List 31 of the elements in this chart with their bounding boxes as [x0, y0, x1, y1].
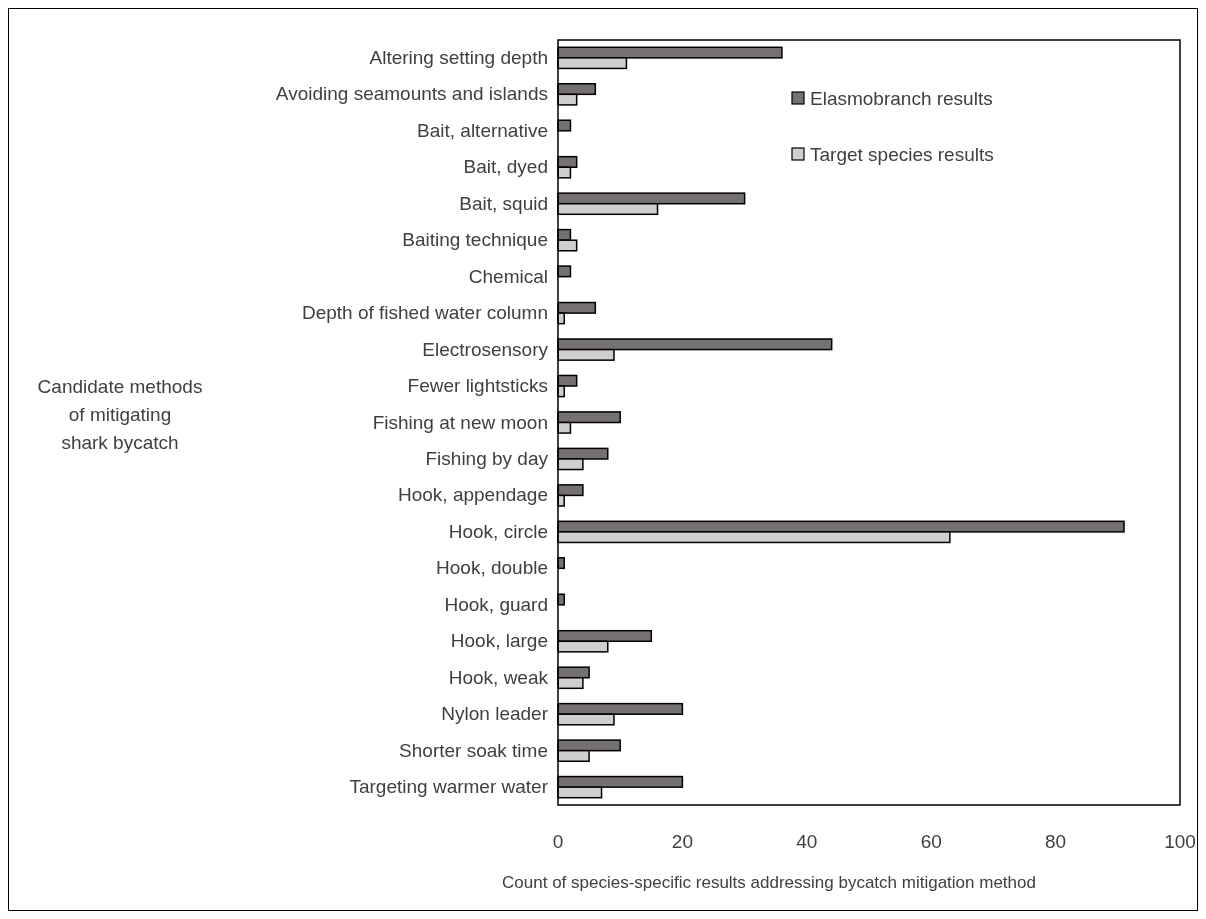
y-tick-label: Hook, guard	[444, 593, 548, 615]
x-tick-label: 80	[1045, 831, 1067, 852]
y-tick-label: Hook, weak	[448, 666, 549, 688]
y-tick-label: Targeting warmer water	[349, 776, 549, 798]
y-tick-label: Altering setting depth	[369, 46, 548, 68]
y-tick-label: Fishing by day	[425, 447, 549, 469]
x-tick-label: 60	[920, 831, 942, 852]
y-tick-label: Hook, circle	[448, 520, 548, 542]
legend-label: Elasmobranch results	[810, 88, 993, 109]
y-tick-label: Chemical	[468, 265, 548, 287]
y-tick-label: Fewer lightsticks	[407, 375, 548, 397]
y-tick-label: Electrosensory	[422, 338, 549, 360]
y-tick-label: Nylon leader	[441, 703, 549, 725]
x-tick-label: 0	[552, 831, 564, 852]
y-tick-label: Hook, large	[450, 630, 548, 652]
legend-label: Target species results	[810, 144, 994, 165]
y-tick-label: Depth of fished water column	[301, 302, 548, 324]
y-tick-label: Shorter soak time	[399, 739, 548, 761]
y-axis-title: Candidate methods of mitigating shark bycatch	[37, 376, 203, 453]
x-tick-label: 40	[796, 831, 818, 852]
y-tick-label: Hook, double	[436, 557, 548, 579]
y-tick-label: Hook, appendage	[397, 484, 548, 506]
y-tick-label: Bait, squid	[459, 192, 548, 214]
y-tick-label: Bait, alternative	[417, 119, 548, 141]
x-tick-label: 100	[1164, 831, 1196, 852]
y-tick-label: Baiting technique	[402, 229, 548, 251]
y-tick-label: Fishing at new moon	[372, 411, 548, 433]
y-tick-label: Avoiding seamounts and islands	[275, 83, 548, 105]
y-tick-label: Bait, dyed	[463, 156, 548, 178]
x-axis-title: Count of species-specific results addressing bycatch mitigation method	[502, 873, 1036, 892]
x-tick-label: 20	[671, 831, 693, 852]
